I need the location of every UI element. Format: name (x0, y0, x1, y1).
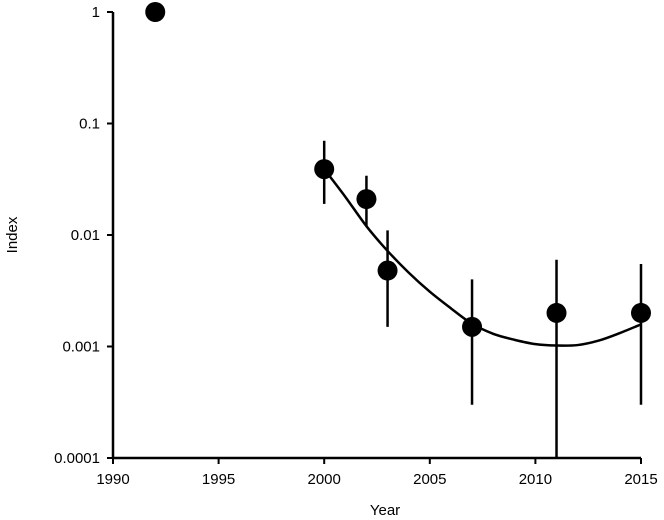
trend-line-layer (323, 168, 642, 347)
data-point (546, 302, 567, 323)
y-axis-title: Index (4, 216, 21, 253)
x-tick-label: 2015 (624, 471, 657, 488)
plot-area (145, 2, 651, 458)
y-tick-label: 0.01 (71, 227, 100, 244)
y-tick-label: 1 (92, 4, 100, 21)
data-point (462, 316, 483, 337)
data-point (631, 302, 651, 323)
x-tick-label: 1995 (202, 471, 235, 488)
data-point (356, 189, 377, 210)
x-axis-title: Year (370, 502, 400, 519)
x-axis-ticks: 1990 1995 2000 2005 2010 2015 (96, 458, 658, 488)
data-points-layer (145, 2, 651, 337)
y-tick-label: 0.001 (62, 339, 100, 356)
error-bars-layer (322, 140, 643, 458)
data-point (314, 159, 335, 180)
x-tick-label: 2005 (413, 471, 446, 488)
trend-line (323, 168, 642, 347)
data-point (145, 2, 166, 22)
y-axis-ticks: 0.0001 0.001 0.01 0.1 1 (54, 4, 113, 467)
x-tick-label: 1990 (96, 471, 129, 488)
data-point (377, 260, 398, 281)
x-tick-label: 2000 (308, 471, 341, 488)
y-tick-label: 0.0001 (54, 450, 100, 467)
y-tick-label: 0.1 (79, 116, 100, 133)
x-tick-label: 2010 (519, 471, 552, 488)
axes: 1990 1995 2000 2005 2010 2015 0.0001 0.001 0.01… (54, 4, 658, 488)
